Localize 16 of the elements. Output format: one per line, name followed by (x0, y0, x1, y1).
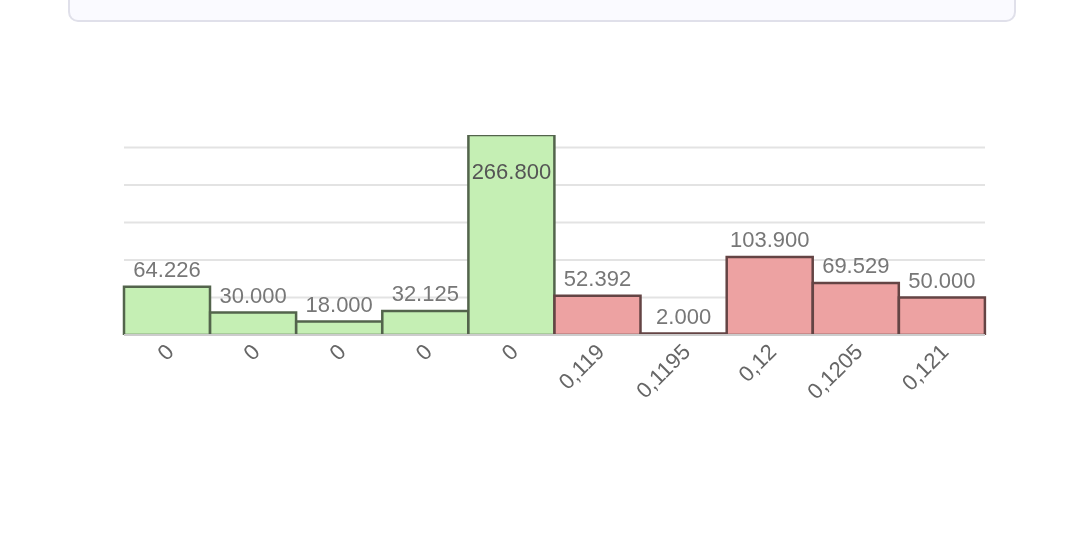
data-label: 18.000 (305, 291, 373, 317)
data-label: 2.000 (656, 303, 712, 329)
data-label: 64.226 (133, 256, 201, 282)
x-tick-label: 0,12 (733, 338, 782, 387)
x-tick-label: 0 (410, 338, 437, 366)
x-tick-label: 0 (324, 338, 351, 366)
data-label: 32.125 (391, 280, 459, 306)
data-label: 69.529 (822, 252, 890, 278)
data-label: 30.000 (219, 282, 287, 308)
x-tick-label: 0 (496, 338, 523, 366)
x-tick-label: 0 (152, 338, 179, 366)
x-tick-label: 0 (238, 338, 265, 366)
data-label: 50.000 (908, 267, 976, 293)
data-label: 103.900 (729, 227, 810, 253)
data-label: 52.392 (563, 265, 632, 291)
data-label: 266.800 (471, 159, 552, 184)
